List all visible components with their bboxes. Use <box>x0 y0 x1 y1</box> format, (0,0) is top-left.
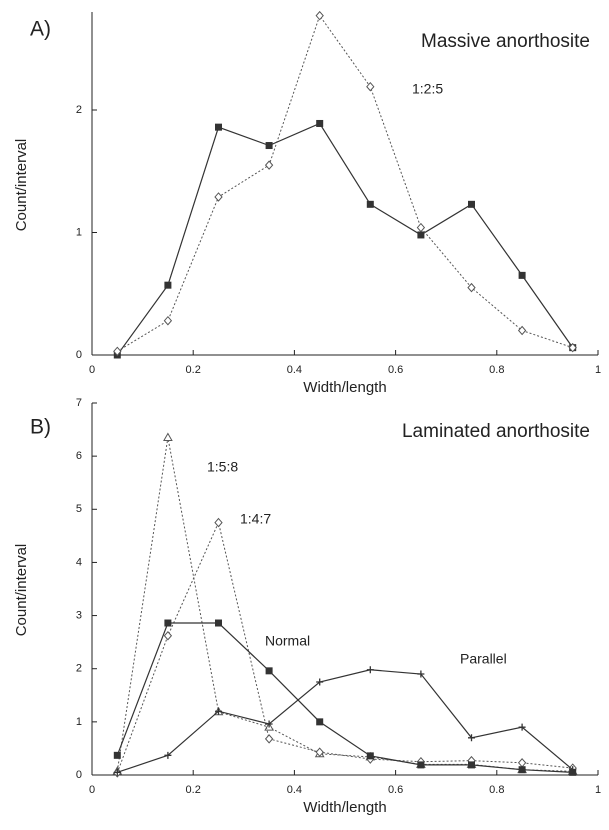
series-label: 1:4:7 <box>240 511 271 527</box>
y-tick-label: 2 <box>76 663 82 675</box>
y-tick-label: 4 <box>76 556 82 568</box>
marker <box>416 222 426 233</box>
series-label: Normal <box>265 633 310 649</box>
marker <box>468 761 475 769</box>
x-tick-label: 0.2 <box>186 784 201 796</box>
y-tick-label: 2 <box>76 104 82 116</box>
x-tick-label: 0 <box>89 784 95 796</box>
y-tick-label: 6 <box>76 450 82 462</box>
series-line <box>116 622 573 773</box>
marker <box>366 200 374 208</box>
x-tick-label: 0 <box>89 364 95 376</box>
x-axis-label: Width/length <box>303 379 386 396</box>
y-tick-label: 1 <box>76 716 82 728</box>
marker <box>366 752 374 760</box>
series-line <box>117 14 573 352</box>
marker <box>163 631 173 641</box>
x-tick-label: 0.6 <box>388 784 403 796</box>
marker <box>265 720 273 728</box>
x-tick-label: 1 <box>595 364 601 376</box>
marker <box>366 81 375 92</box>
chart-title: Laminated anorthosite <box>402 421 590 442</box>
series-line <box>117 669 574 773</box>
marker <box>264 160 274 170</box>
marker <box>518 723 526 731</box>
x-tick-label: 1 <box>595 784 601 796</box>
marker <box>215 619 222 627</box>
y-tick-label: 5 <box>76 503 82 515</box>
series-line <box>116 437 573 772</box>
marker <box>417 761 425 769</box>
marker <box>163 315 173 326</box>
marker <box>113 346 122 357</box>
marker <box>366 666 374 674</box>
marker <box>467 282 476 293</box>
marker <box>264 734 274 744</box>
y-axis-label: Count/interval <box>13 544 30 637</box>
marker <box>215 123 222 131</box>
marker <box>214 517 223 528</box>
marker <box>518 766 526 774</box>
marker <box>113 751 121 759</box>
marker <box>164 751 172 759</box>
marker <box>315 10 324 21</box>
series-line <box>116 521 573 774</box>
marker <box>417 670 425 678</box>
y-tick-label: 3 <box>76 609 82 621</box>
marker <box>163 432 173 442</box>
marker <box>417 231 425 239</box>
x-tick-label: 0.8 <box>489 364 504 376</box>
y-tick-label: 7 <box>76 397 82 409</box>
panel-label: B) <box>30 416 51 439</box>
marker <box>517 758 527 768</box>
series-line <box>116 122 574 356</box>
y-axis-label: Count/interval <box>13 139 30 232</box>
marker <box>316 718 324 726</box>
x-tick-label: 0.4 <box>287 784 302 796</box>
marker <box>316 678 324 686</box>
x-tick-label: 0.6 <box>388 364 403 376</box>
series-label: Parallel <box>460 651 507 667</box>
x-tick-label: 0.4 <box>287 364 302 376</box>
x-tick-label: 0.8 <box>489 784 504 796</box>
series-label: 1:2:5 <box>412 81 443 97</box>
marker <box>215 707 222 715</box>
series-label: 1:5:8 <box>207 459 238 475</box>
marker <box>517 325 527 336</box>
marker <box>113 768 121 776</box>
marker <box>265 142 273 150</box>
marker <box>316 119 324 127</box>
marker <box>315 747 324 757</box>
marker <box>265 667 273 675</box>
y-tick-label: 0 <box>76 769 82 781</box>
chart-title: Massive anorthosite <box>421 31 590 52</box>
y-tick-label: 1 <box>76 226 82 238</box>
marker <box>164 619 172 627</box>
marker <box>164 281 172 289</box>
marker <box>568 342 577 353</box>
marker <box>468 200 475 208</box>
x-tick-label: 0.2 <box>186 364 201 376</box>
panel-label: A) <box>30 18 51 41</box>
marker <box>569 766 577 774</box>
x-axis-label: Width/length <box>303 799 386 816</box>
marker <box>214 192 223 202</box>
marker <box>518 271 526 279</box>
marker <box>468 734 475 742</box>
y-tick-label: 0 <box>76 349 82 361</box>
